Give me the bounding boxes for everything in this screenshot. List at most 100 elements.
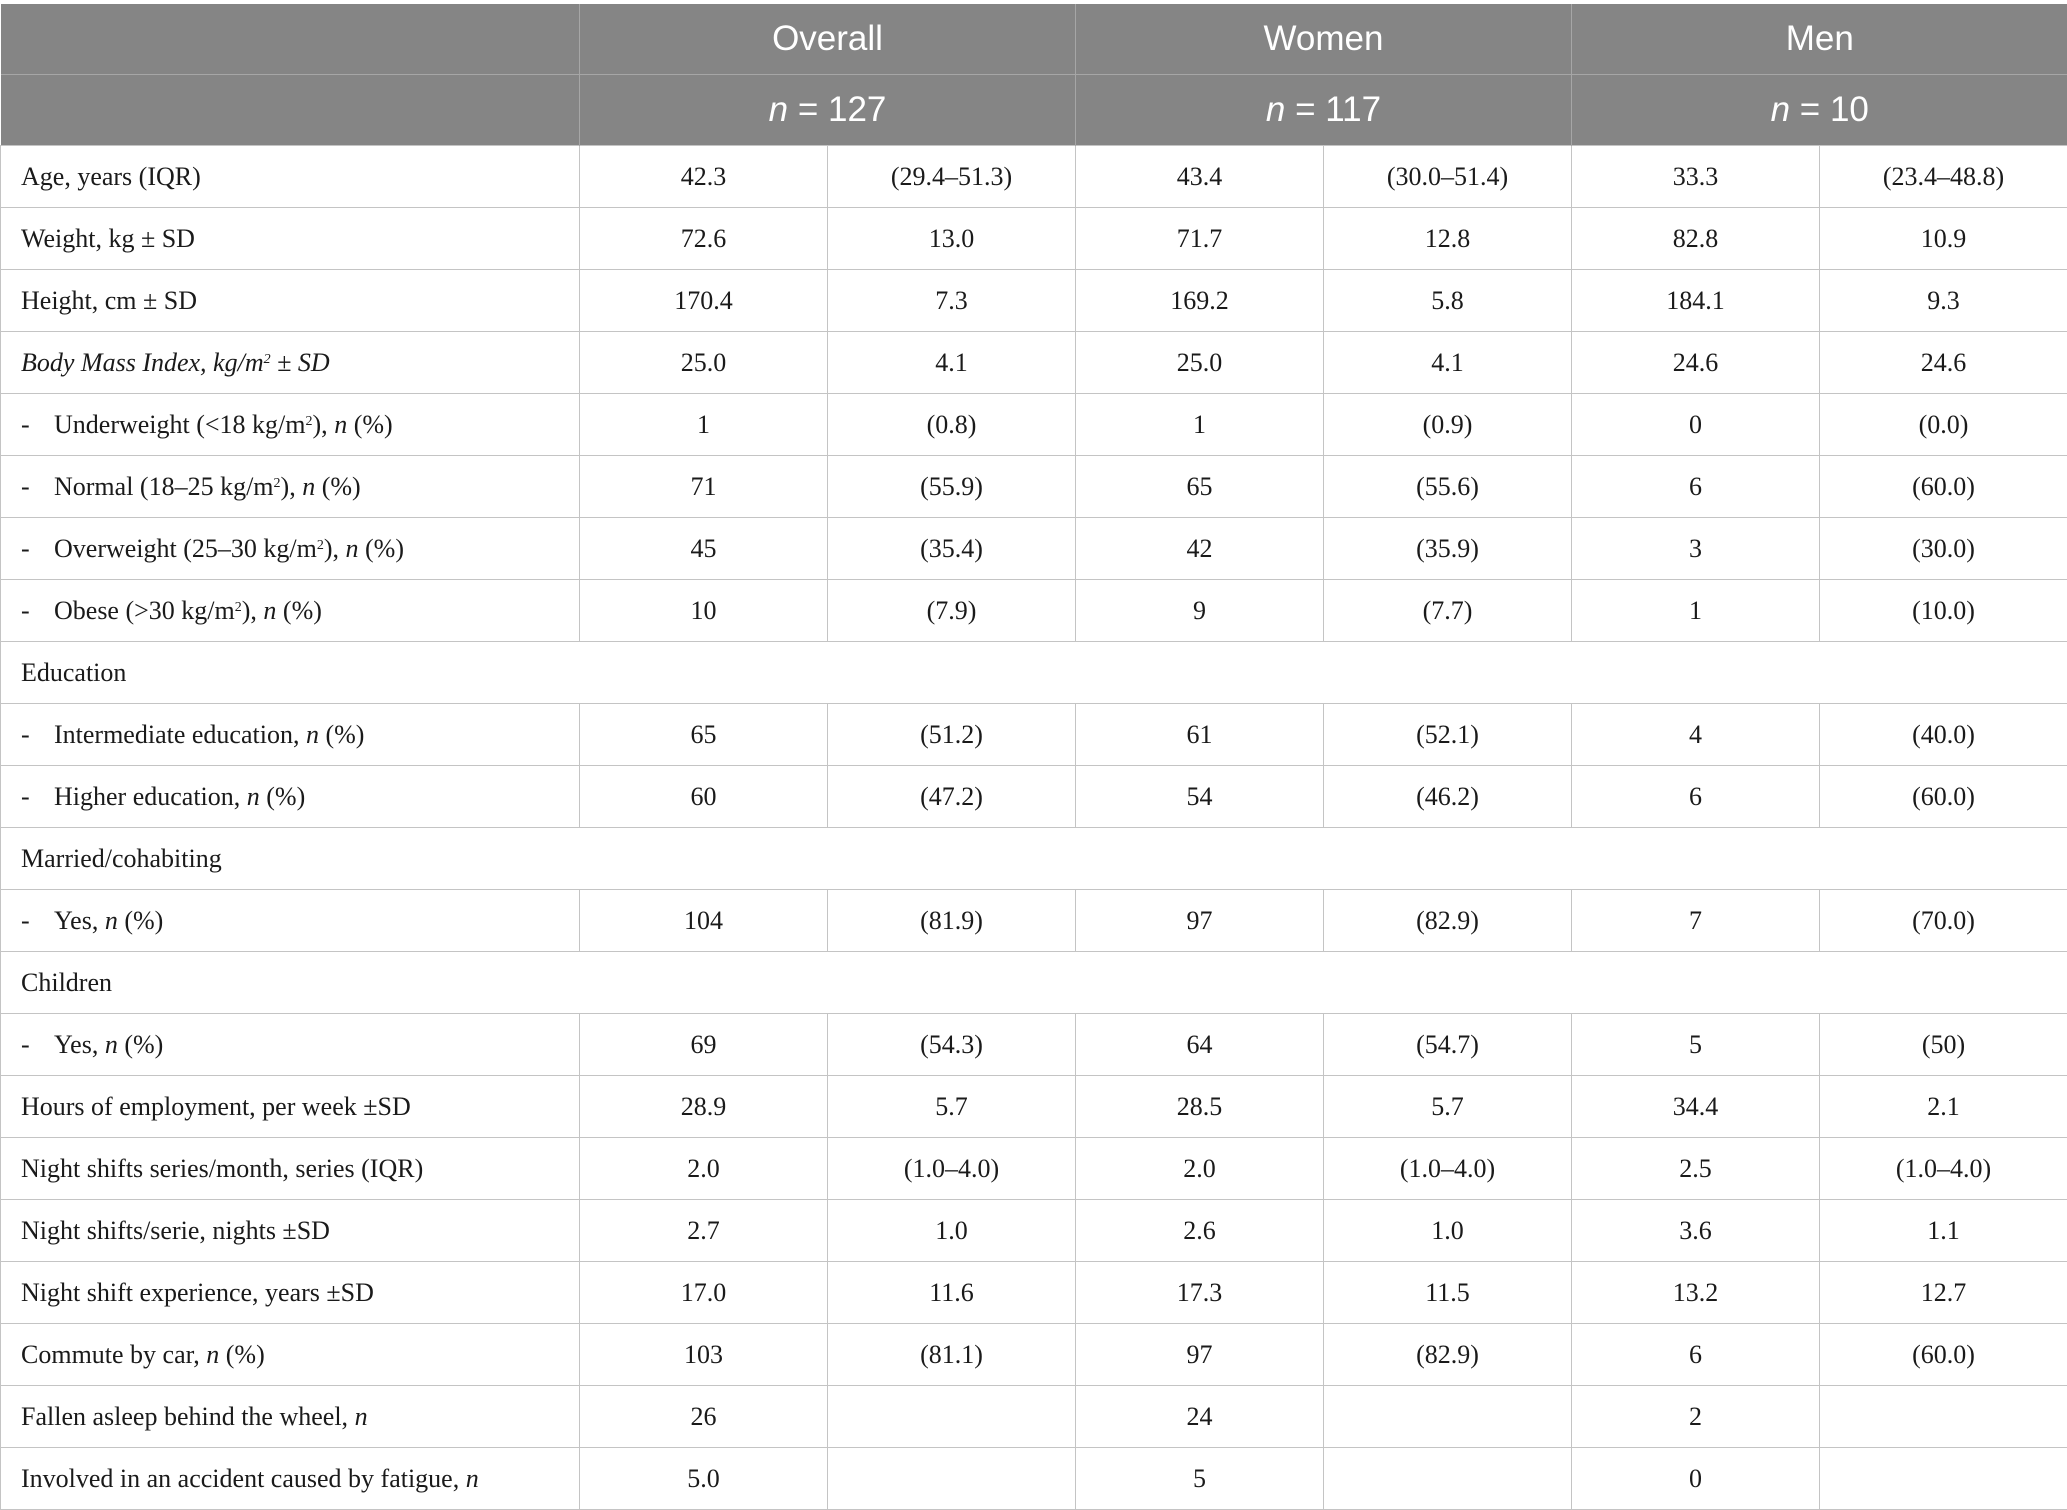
row-label-superscript: 2 [274, 476, 281, 491]
table-cell: 33.3 [1572, 146, 1820, 208]
row-label-text: Age, years (IQR) [21, 162, 201, 191]
table-row: -Underweight (<18 kg/m2), n (%)1(0.8)1(0… [1, 394, 2067, 456]
table-cell: 17.0 [580, 1262, 828, 1324]
row-dash: - [21, 410, 54, 440]
table-cell: 2.7 [580, 1200, 828, 1262]
table-cell [1820, 1386, 2067, 1448]
section-label: Married/cohabiting [1, 828, 2067, 890]
row-label: Height, cm ± SD [1, 270, 580, 332]
row-label-text: Night shift experience, years ±SD [21, 1278, 374, 1307]
section-label: Children [1, 952, 2067, 1014]
table-cell: 184.1 [1572, 270, 1820, 332]
table-cell: 1 [1572, 580, 1820, 642]
table-cell: 4.1 [1324, 332, 1572, 394]
n-variable: n [105, 906, 118, 935]
table-cell: 13.2 [1572, 1262, 1820, 1324]
row-label: -Yes, n (%) [1, 1014, 580, 1076]
table-cell [1820, 1448, 2067, 1510]
table-row: -Yes, n (%)104(81.9)97(82.9)7(70.0) [1, 890, 2067, 952]
table-cell: 5.0 [580, 1448, 828, 1510]
table-cell: 6 [1572, 456, 1820, 518]
table-cell: 64 [1076, 1014, 1324, 1076]
table-cell: (46.2) [1324, 766, 1572, 828]
row-label: Weight, kg ± SD [1, 208, 580, 270]
table-cell: 28.9 [580, 1076, 828, 1138]
table-cell: (30.0) [1820, 518, 2067, 580]
row-label: -Overweight (25–30 kg/m2), n (%) [1, 518, 580, 580]
n-value: = 117 [1295, 90, 1381, 129]
table-cell: 6 [1572, 766, 1820, 828]
table-cell: (55.9) [828, 456, 1076, 518]
table-cell: 4.1 [828, 332, 1076, 394]
row-label-text: Involved in an accident caused by fatigu… [21, 1464, 466, 1493]
table-cell: 0 [1572, 394, 1820, 456]
table-cell: (54.3) [828, 1014, 1076, 1076]
table-cell: (7.7) [1324, 580, 1572, 642]
n-variable: n [105, 1030, 118, 1059]
table-cell: 24.6 [1820, 332, 2067, 394]
table-cell: (52.1) [1324, 704, 1572, 766]
table-cell: (81.9) [828, 890, 1076, 952]
row-label: Night shift experience, years ±SD [1, 1262, 580, 1324]
table-cell: 104 [580, 890, 828, 952]
n-variable: n [302, 472, 315, 501]
table-cell [1324, 1448, 1572, 1510]
header-group-row: Overall Women Men [1, 4, 2067, 75]
row-label-text: Height, cm ± SD [21, 286, 197, 315]
row-label-text: Fallen asleep behind the wheel, [21, 1402, 355, 1431]
table-cell: (10.0) [1820, 580, 2067, 642]
row-label-text: Obese (>30 kg/m [54, 596, 235, 625]
row-dash: - [21, 596, 54, 626]
table-cell: 5 [1572, 1014, 1820, 1076]
table-cell: (50) [1820, 1014, 2067, 1076]
n-variable: n [466, 1464, 479, 1493]
n-variable: n [1266, 90, 1285, 129]
table-cell: (35.9) [1324, 518, 1572, 580]
table-cell: (0.0) [1820, 394, 2067, 456]
row-label: -Obese (>30 kg/m2), n (%) [1, 580, 580, 642]
header-n-men: n = 10 [1572, 75, 2067, 146]
table-cell: 97 [1076, 890, 1324, 952]
table-cell: (60.0) [1820, 766, 2067, 828]
row-label-end: (%) [359, 534, 404, 563]
n-variable: n [247, 782, 260, 811]
table-cell: 0 [1572, 1448, 1820, 1510]
row-dash: - [21, 782, 54, 812]
table-cell: (1.0–4.0) [1324, 1138, 1572, 1200]
table-cell: 2.5 [1572, 1138, 1820, 1200]
table-cell: (1.0–4.0) [1820, 1138, 2067, 1200]
table-cell: (60.0) [1820, 456, 2067, 518]
table-cell: (29.4–51.3) [828, 146, 1076, 208]
table-cell: 2.6 [1076, 1200, 1324, 1262]
table-cell: 1.0 [828, 1200, 1076, 1262]
row-dash: - [21, 906, 54, 936]
table-cell: (55.6) [1324, 456, 1572, 518]
table-header: Overall Women Men n = 127 n = 117 n = 10 [1, 4, 2067, 146]
row-label-text: Commute by car, [21, 1340, 206, 1369]
n-variable: n [355, 1402, 368, 1431]
section-row: Education [1, 642, 2067, 704]
n-variable: n [263, 596, 276, 625]
row-label-superscript: 2 [306, 414, 313, 429]
row-label: Commute by car, n (%) [1, 1324, 580, 1386]
table-cell: 1.1 [1820, 1200, 2067, 1262]
table-cell: 2.0 [580, 1138, 828, 1200]
table-cell: 11.5 [1324, 1262, 1572, 1324]
row-label-suffix: ), [324, 534, 346, 563]
table-cell [828, 1386, 1076, 1448]
table-row: Commute by car, n (%)103(81.1)97(82.9)6(… [1, 1324, 2067, 1386]
row-label-text: Night shifts series/month, series (IQR) [21, 1154, 423, 1183]
table-row: -Overweight (25–30 kg/m2), n (%)45(35.4)… [1, 518, 2067, 580]
row-label-superscript: 2 [235, 600, 242, 615]
n-variable: n [346, 534, 359, 563]
table-cell: (30.0–51.4) [1324, 146, 1572, 208]
table-cell: 5.7 [828, 1076, 1076, 1138]
demographics-table: Overall Women Men n = 127 n = 117 n = 10… [0, 4, 2067, 1510]
table-cell: (35.4) [828, 518, 1076, 580]
n-variable: n [1771, 90, 1790, 129]
n-value: = 127 [798, 90, 887, 129]
row-label-end: (%) [219, 1340, 264, 1369]
